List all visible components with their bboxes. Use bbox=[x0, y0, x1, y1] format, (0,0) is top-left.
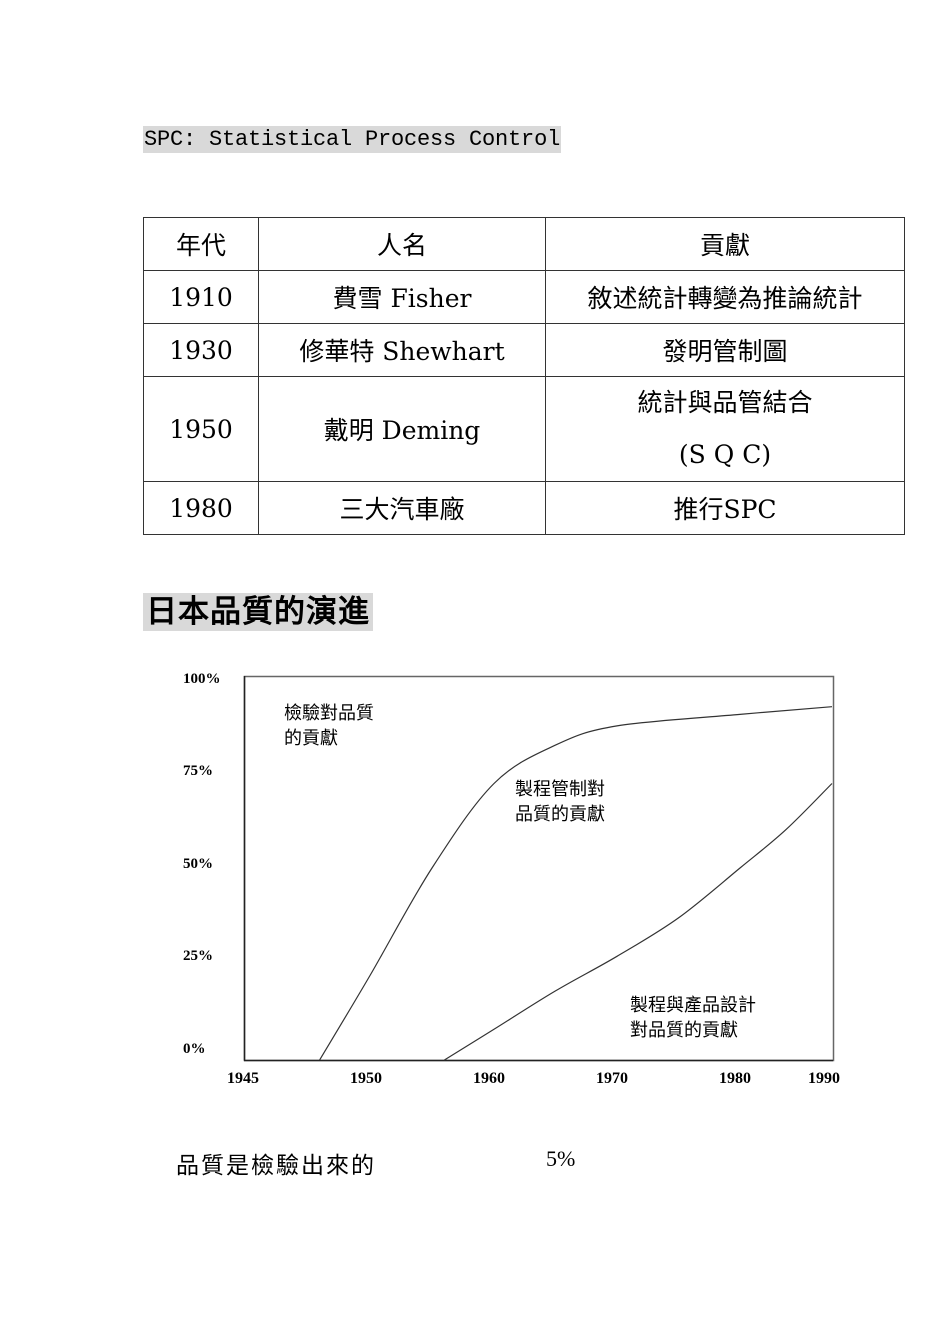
cell-year: 1910 bbox=[143, 270, 259, 324]
label-line: 對品質的貢獻 bbox=[630, 1020, 738, 1041]
curve-process-control-boundary bbox=[444, 783, 833, 1061]
table-row: 1980 三大汽車廠 推行SPC bbox=[143, 481, 905, 535]
table-row: 1910 費雪 Fisher 敘述統計轉變為推論統計 bbox=[143, 270, 905, 324]
label-design: 製程與產品設計 對品質的貢獻 bbox=[630, 993, 756, 1043]
y-tick: 0% bbox=[183, 1041, 206, 1057]
plot-frame bbox=[243, 675, 835, 1062]
cell-contribution: 統計與品管結合 (S Q C) bbox=[545, 376, 905, 482]
x-tick: 1970 bbox=[596, 1070, 628, 1087]
y-tick: 75% bbox=[183, 763, 213, 779]
label-line: 品質的貢獻 bbox=[515, 804, 605, 825]
label-line: 製程管制對 bbox=[515, 779, 605, 800]
x-tick: 1980 bbox=[719, 1070, 751, 1087]
footer-text: 品質是檢驗出來的 bbox=[176, 1153, 376, 1179]
table-row: 1950 戴明 Deming 統計與品管結合 (S Q C) bbox=[143, 376, 905, 482]
header-contribution: 貢獻 bbox=[545, 217, 905, 271]
history-table: 年代 人名 貢獻 1910 費雪 Fisher 敘述統計轉變為推論統計 1930… bbox=[143, 217, 905, 535]
label-line: 的貢獻 bbox=[284, 728, 338, 749]
cell-year: 1980 bbox=[143, 481, 259, 535]
heading-spc: SPC: Statistical Process Control bbox=[143, 126, 562, 153]
table-header-row: 年代 人名 貢獻 bbox=[143, 217, 905, 271]
label-inspection: 檢驗對品質 的貢獻 bbox=[284, 701, 374, 751]
heading-japan-quality: 日本品質的演進 bbox=[143, 593, 373, 631]
footer-value: 5% bbox=[546, 1146, 576, 1171]
label-process-control: 製程管制對 品質的貢獻 bbox=[515, 777, 605, 827]
cell-contribution: 發明管制圖 bbox=[545, 323, 905, 377]
cell-year: 1930 bbox=[143, 323, 259, 377]
label-line: 檢驗對品質 bbox=[284, 703, 374, 724]
x-tick: 1960 bbox=[473, 1070, 505, 1087]
label-line: 製程與產品設計 bbox=[630, 995, 756, 1016]
cell-contribution: 推行SPC bbox=[545, 481, 905, 535]
cell-person: 戴明 Deming bbox=[258, 376, 546, 482]
cell-person: 三大汽車廠 bbox=[258, 481, 546, 535]
cell-year: 1950 bbox=[143, 376, 259, 482]
x-tick: 1950 bbox=[350, 1070, 382, 1087]
x-tick: 1945 bbox=[227, 1070, 259, 1087]
cell-person: 費雪 Fisher bbox=[258, 270, 546, 324]
cell-person: 修華特 Shewhart bbox=[258, 323, 546, 377]
y-tick: 100% bbox=[183, 671, 221, 687]
header-year: 年代 bbox=[143, 217, 259, 271]
y-tick: 50% bbox=[183, 856, 213, 872]
contribution-line: (S Q C) bbox=[678, 440, 772, 469]
y-tick: 25% bbox=[183, 948, 213, 964]
contribution-line: 統計與品管結合 bbox=[637, 388, 813, 417]
cell-contribution: 敘述統計轉變為推論統計 bbox=[545, 270, 905, 324]
curve-inspection-boundary bbox=[319, 706, 833, 1061]
table-row: 1930 修華特 Shewhart 發明管制圖 bbox=[143, 323, 905, 377]
x-tick: 1990 bbox=[808, 1070, 840, 1087]
header-person: 人名 bbox=[258, 217, 546, 271]
